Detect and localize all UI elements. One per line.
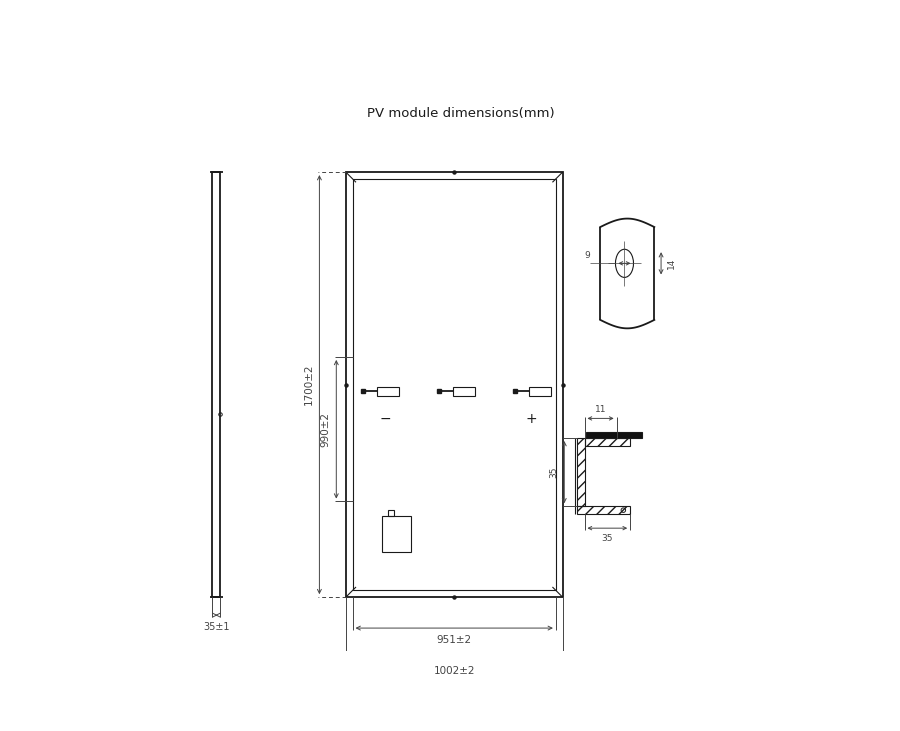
Text: 9: 9: [584, 251, 590, 260]
Bar: [212, 172, 220, 597]
Bar: [577, 438, 584, 506]
Text: 35: 35: [550, 466, 559, 478]
Text: PV module dimensions(mm): PV module dimensions(mm): [367, 107, 555, 121]
Text: 1002±2: 1002±2: [434, 667, 475, 676]
Bar: [584, 438, 630, 446]
Bar: [586, 433, 643, 438]
Text: 951±2: 951±2: [436, 635, 472, 645]
Text: 35: 35: [601, 534, 613, 543]
Bar: [388, 510, 394, 515]
Bar: [346, 172, 562, 597]
Bar: [382, 515, 410, 552]
Text: 1700±2: 1700±2: [304, 364, 314, 406]
Bar: [577, 506, 630, 514]
Text: 990±2: 990±2: [320, 412, 330, 447]
Text: 11: 11: [595, 405, 607, 414]
Bar: [377, 387, 400, 395]
Text: +: +: [526, 412, 537, 426]
Bar: [453, 387, 475, 395]
Bar: [353, 179, 556, 591]
Bar: [529, 387, 552, 395]
Text: 14: 14: [667, 257, 676, 269]
Text: −: −: [380, 412, 392, 426]
Text: 35±1: 35±1: [203, 623, 230, 632]
